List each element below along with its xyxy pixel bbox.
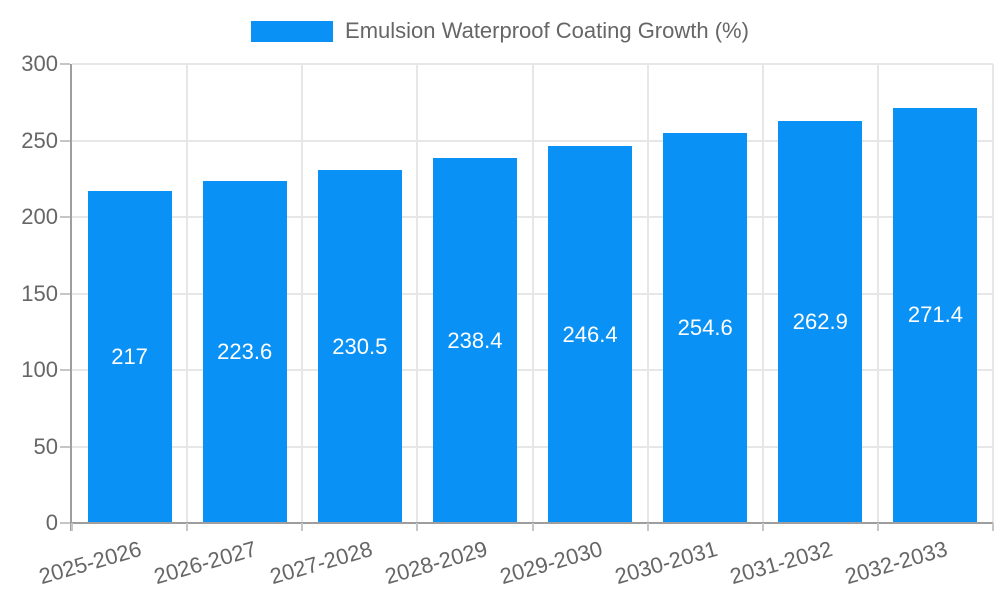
bar-value-label: 217 [111, 344, 148, 369]
y-axis-label: 200 [21, 204, 58, 229]
x-tick [761, 523, 764, 531]
v-gridline [761, 64, 764, 523]
x-tick [876, 523, 879, 531]
x-axis-label-text: 2032-2033 [842, 536, 951, 590]
y-tick [60, 139, 70, 142]
y-axis-label: 150 [21, 280, 58, 306]
bar[interactable]: 254.6 [663, 133, 748, 523]
y-tick [60, 216, 70, 218]
x-tick [992, 523, 994, 531]
x-tick [301, 523, 304, 531]
x-tick [186, 523, 189, 531]
bar[interactable]: 238.4 [432, 158, 517, 523]
x-tick [416, 523, 419, 531]
v-gridline [186, 64, 189, 523]
legend-swatch-icon [251, 20, 334, 42]
v-gridline [416, 64, 419, 523]
bar-value-label: 271.4 [907, 302, 963, 328]
v-gridline [531, 64, 534, 523]
y-tick [60, 63, 70, 65]
y-tick [60, 292, 70, 295]
y-tick [60, 445, 70, 448]
y-axis-label: 0 [45, 510, 58, 535]
bar-value-label: 223.6 [217, 338, 273, 364]
legend[interactable]: Emulsion Waterproof Coating Growth (%) [0, 18, 1000, 44]
v-gridline [876, 64, 879, 523]
y-tick [60, 522, 70, 524]
y-axis-label: 50 [33, 433, 58, 459]
bar[interactable]: 230.5 [317, 170, 402, 523]
x-axis-label: 2032-2033 [683, 536, 950, 589]
v-gridline [992, 64, 994, 523]
v-gridline [646, 64, 649, 523]
legend-label: Emulsion Waterproof Coating Growth (%) [345, 18, 749, 43]
bar-value-label: 262.9 [792, 308, 848, 334]
bar[interactable]: 246.4 [548, 146, 633, 523]
y-axis-label: 100 [21, 357, 58, 382]
v-gridline [301, 64, 304, 523]
bar[interactable]: 262.9 [778, 120, 863, 523]
bar[interactable]: 217 [87, 191, 172, 523]
x-tick [646, 523, 649, 531]
bar-value-label: 254.6 [677, 315, 733, 341]
bar-value-label: 238.4 [447, 327, 503, 353]
y-axis-line [70, 64, 72, 531]
x-tick [531, 523, 534, 531]
bar[interactable]: 271.4 [893, 107, 978, 523]
x-tick [71, 523, 73, 531]
y-tick [60, 369, 70, 371]
x-axis-line [62, 522, 993, 524]
bar[interactable]: 223.6 [202, 180, 287, 523]
y-axis-label: 250 [21, 127, 58, 153]
y-axis-label: 300 [21, 51, 58, 76]
bar-value-label: 246.4 [562, 321, 618, 347]
plot-area: 217 223.6 230.5 238.4 246.4 254.6 262.9 271.4 [72, 63, 994, 523]
bar-value-label: 230.5 [332, 333, 388, 359]
